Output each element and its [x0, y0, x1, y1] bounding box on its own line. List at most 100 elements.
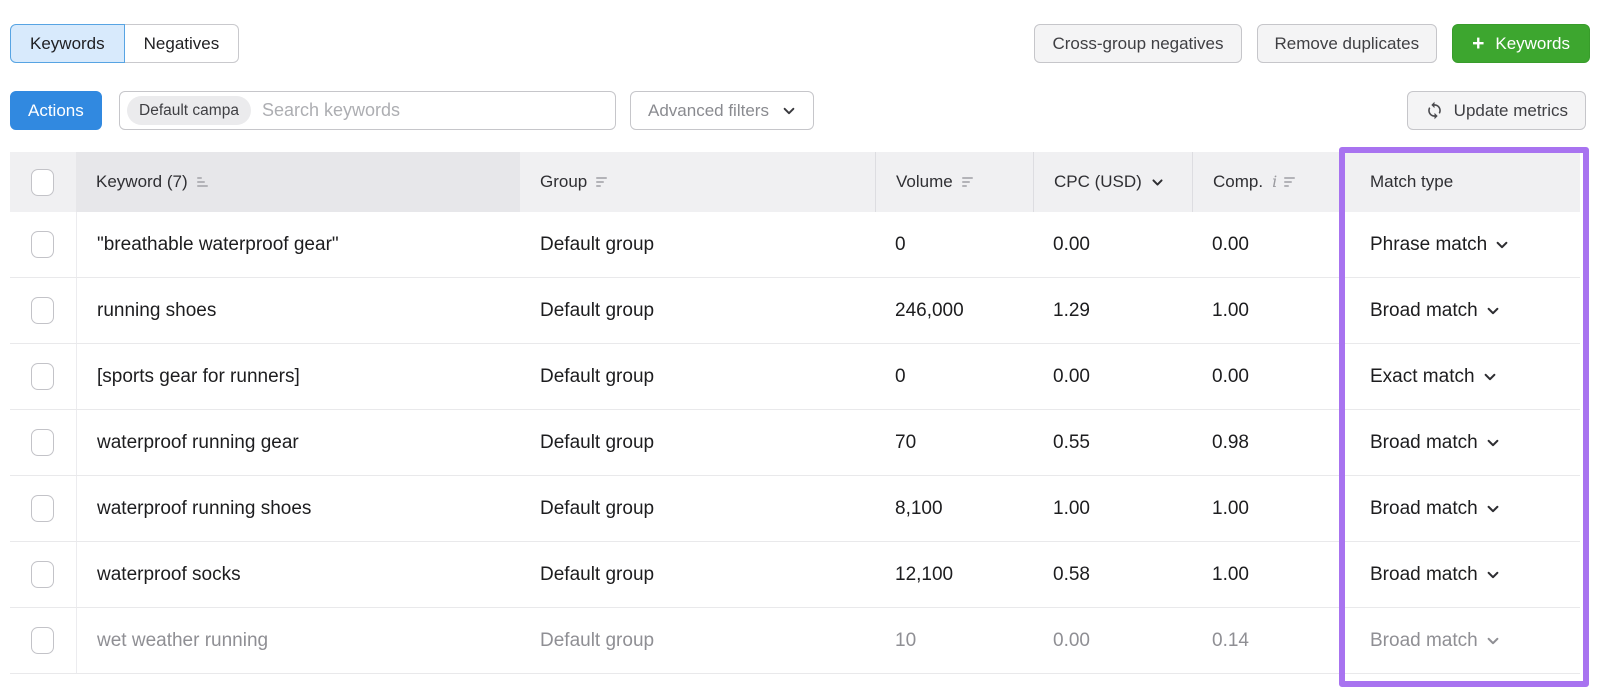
- table-header-row: Keyword (7) Group Volume CPC (USD) Comp.…: [10, 152, 1580, 212]
- comp-cell: 0.14: [1212, 629, 1249, 651]
- search-keywords-input[interactable]: Default campa Search keywords: [119, 91, 616, 130]
- chevron-down-icon: [1495, 238, 1509, 252]
- group-cell: Default group: [540, 497, 655, 519]
- column-header-comp[interactable]: Comp. i: [1192, 152, 1345, 212]
- volume-cell: 246,000: [895, 299, 964, 321]
- column-header-keyword-label: Keyword (7): [96, 172, 188, 191]
- table-row: waterproof running shoes Default group 8…: [10, 476, 1580, 542]
- volume-cell: 0: [895, 233, 906, 255]
- column-header-volume[interactable]: Volume: [875, 152, 1033, 212]
- plus-icon: +: [1472, 32, 1485, 55]
- column-header-volume-label: Volume: [896, 172, 953, 191]
- match-type-value: Broad match: [1370, 431, 1478, 453]
- comp-cell: 1.00: [1212, 497, 1249, 519]
- keywords-table: Keyword (7) Group Volume CPC (USD) Comp.…: [10, 152, 1580, 674]
- match-type-value: Phrase match: [1370, 233, 1488, 255]
- top-actions: Cross-group negatives Remove duplicates …: [1034, 24, 1590, 63]
- add-keywords-button[interactable]: + Keywords: [1452, 24, 1590, 63]
- add-keywords-label: Keywords: [1495, 33, 1570, 53]
- chevron-down-icon: [1151, 176, 1164, 189]
- cpc-cell: 0.58: [1053, 563, 1090, 585]
- group-cell: Default group: [540, 629, 655, 651]
- chevron-down-icon: [1486, 568, 1500, 582]
- table-row: wet weather running Default group 10 0.0…: [10, 608, 1580, 674]
- group-cell: Default group: [540, 365, 655, 387]
- keyword-cell: running shoes: [76, 278, 520, 343]
- match-type-value: Broad match: [1370, 497, 1478, 519]
- volume-cell: 10: [895, 629, 917, 651]
- match-type-dropdown[interactable]: Broad match: [1370, 498, 1500, 520]
- chevron-down-icon: [1486, 634, 1500, 648]
- group-cell: Default group: [540, 431, 655, 453]
- info-icon: i: [1272, 172, 1278, 191]
- match-type-dropdown[interactable]: Broad match: [1370, 432, 1500, 454]
- chevron-down-icon: [1483, 370, 1497, 384]
- column-header-match-type-label: Match type: [1370, 172, 1454, 191]
- comp-cell: 0.00: [1212, 365, 1249, 387]
- column-header-keyword[interactable]: Keyword (7): [76, 152, 520, 212]
- match-type-value: Broad match: [1370, 563, 1478, 585]
- row-checkbox[interactable]: [31, 627, 54, 654]
- actions-button[interactable]: Actions: [10, 91, 102, 130]
- advanced-filters-label: Advanced filters: [648, 100, 769, 120]
- match-type-dropdown[interactable]: Exact match: [1370, 366, 1497, 388]
- select-all-checkbox[interactable]: [31, 168, 54, 196]
- table-row: [sports gear for runners] Default group …: [10, 344, 1580, 410]
- group-cell: Default group: [540, 299, 655, 321]
- match-type-value: Exact match: [1370, 365, 1475, 387]
- row-checkbox[interactable]: [31, 363, 54, 390]
- sort-bars-icon: [961, 177, 973, 187]
- toolbar: Actions Default campa Search keywords Ad…: [0, 91, 1600, 130]
- match-type-dropdown[interactable]: Broad match: [1370, 300, 1500, 322]
- table-row: running shoes Default group 246,000 1.29…: [10, 278, 1580, 344]
- view-tab-group: Keywords Negatives: [10, 24, 240, 63]
- update-metrics-button[interactable]: Update metrics: [1406, 91, 1586, 130]
- column-header-match-type: Match type: [1345, 152, 1580, 212]
- remove-duplicates-button[interactable]: Remove duplicates: [1256, 24, 1438, 63]
- cpc-cell: 0.00: [1053, 233, 1090, 255]
- volume-cell: 70: [895, 431, 917, 453]
- match-type-value: Broad match: [1370, 299, 1478, 321]
- column-header-cpc-label: CPC (USD): [1054, 172, 1142, 191]
- match-type-value: Broad match: [1370, 629, 1478, 651]
- volume-cell: 8,100: [895, 497, 943, 519]
- row-checkbox[interactable]: [31, 561, 54, 588]
- cpc-cell: 0.00: [1053, 365, 1090, 387]
- table-row: waterproof running gear Default group 70…: [10, 410, 1580, 476]
- chevron-down-icon: [1486, 502, 1500, 516]
- row-checkbox[interactable]: [31, 231, 54, 258]
- keyword-cell: waterproof running gear: [76, 410, 520, 475]
- update-metrics-label: Update metrics: [1453, 100, 1568, 120]
- volume-cell: 0: [895, 365, 906, 387]
- match-type-dropdown[interactable]: Broad match: [1370, 564, 1500, 586]
- tab-negatives[interactable]: Negatives: [124, 24, 240, 63]
- match-type-dropdown[interactable]: Phrase match: [1370, 234, 1509, 256]
- cpc-cell: 1.29: [1053, 299, 1090, 321]
- volume-cell: 12,100: [895, 563, 954, 585]
- row-checkbox[interactable]: [31, 297, 54, 324]
- column-header-comp-label: Comp.: [1213, 172, 1264, 191]
- tab-keywords[interactable]: Keywords: [10, 24, 125, 63]
- comp-cell: 1.00: [1212, 299, 1249, 321]
- keyword-cell: waterproof socks: [76, 542, 520, 607]
- table-row: waterproof socks Default group 12,100 0.…: [10, 542, 1580, 608]
- row-checkbox[interactable]: [31, 495, 54, 522]
- match-type-dropdown[interactable]: Broad match: [1370, 630, 1500, 652]
- row-checkbox[interactable]: [31, 429, 54, 456]
- campaign-filter-chip[interactable]: Default campa: [127, 96, 251, 125]
- chevron-down-icon: [782, 104, 796, 118]
- table-row: "breathable waterproof gear" Default gro…: [10, 212, 1580, 278]
- column-header-group[interactable]: Group: [520, 152, 875, 212]
- chevron-down-icon: [1486, 304, 1500, 318]
- keyword-cell: "breathable waterproof gear": [76, 212, 520, 277]
- keyword-cell: waterproof running shoes: [76, 476, 520, 541]
- column-header-cpc[interactable]: CPC (USD): [1033, 152, 1192, 212]
- sort-asc-icon: [196, 177, 208, 187]
- group-cell: Default group: [540, 233, 655, 255]
- cross-group-negatives-button[interactable]: Cross-group negatives: [1034, 24, 1242, 63]
- sort-bars-icon: [1284, 177, 1296, 187]
- advanced-filters-button[interactable]: Advanced filters: [630, 91, 814, 130]
- column-header-group-label: Group: [540, 172, 588, 191]
- sort-bars-icon: [596, 177, 608, 187]
